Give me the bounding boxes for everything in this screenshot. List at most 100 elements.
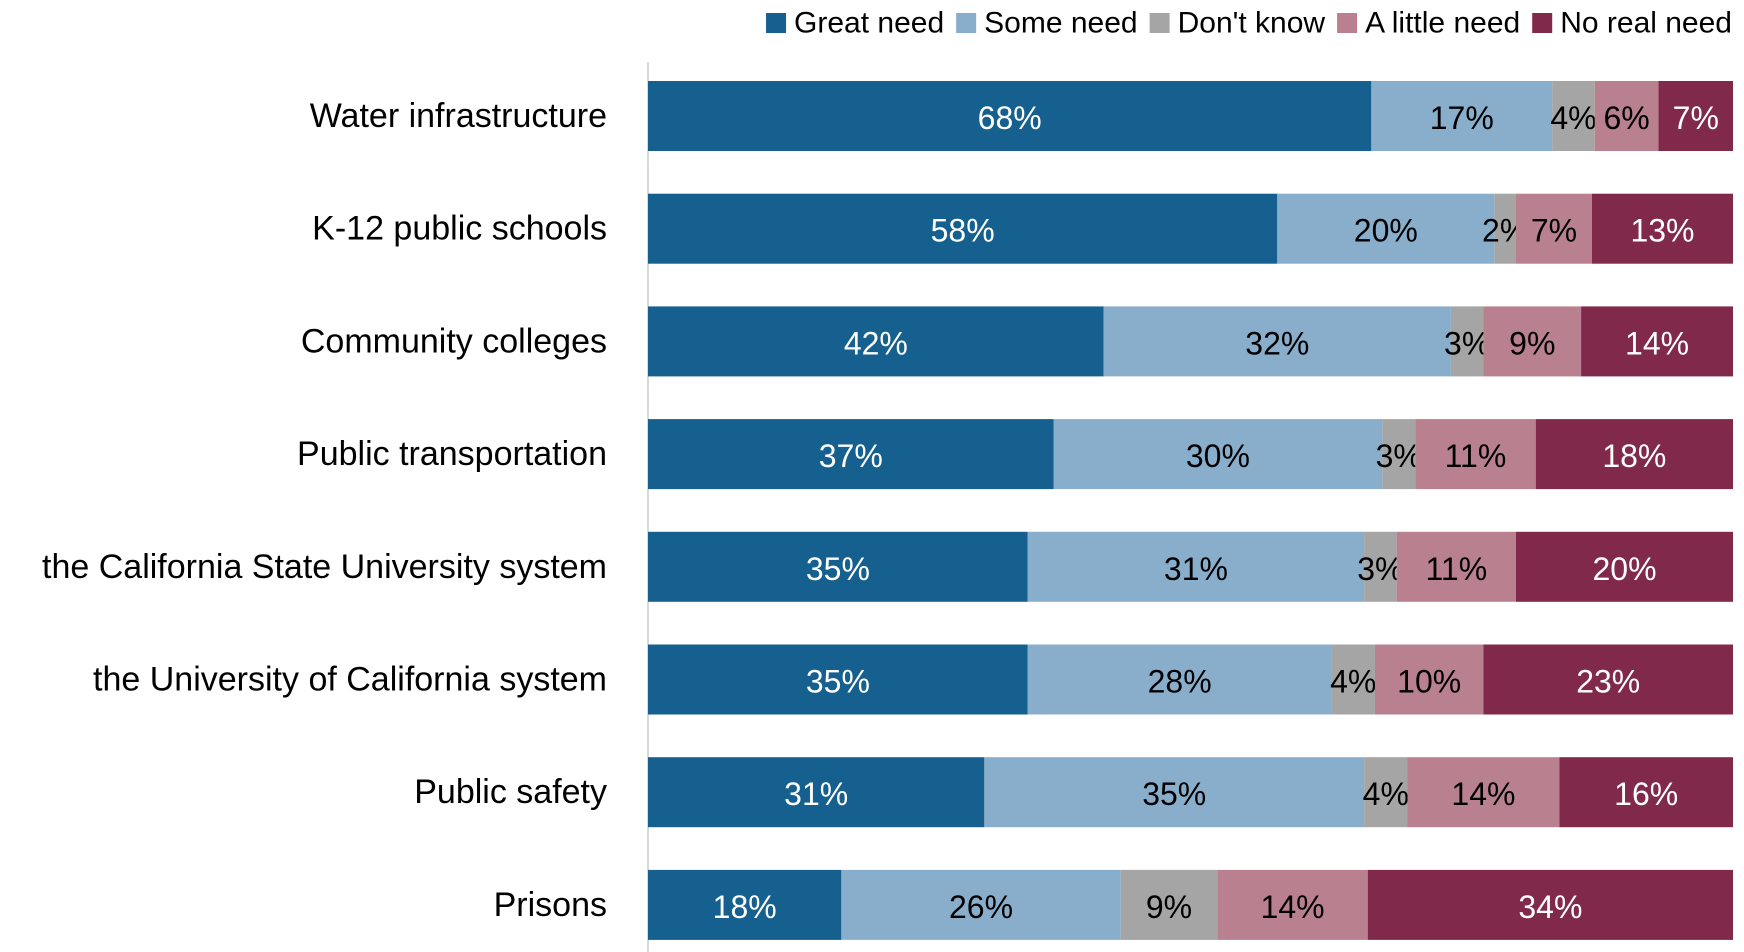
data-label: 34% (1518, 889, 1582, 925)
data-label: 4% (1363, 776, 1409, 812)
legend-label-some-need: Some need (984, 7, 1137, 40)
bar-segment-no-real-need (1581, 306, 1733, 377)
legend-label-great-need: Great need (794, 7, 944, 40)
data-label: 35% (806, 664, 870, 700)
bar-segment-some-need (1277, 193, 1495, 264)
data-label: 3% (1444, 325, 1490, 361)
legend-swatch-some-need (956, 13, 977, 33)
bar-segment-a-little-need (1415, 419, 1536, 490)
bar-segment-great-need (648, 193, 1278, 264)
bar-segment-great-need (648, 81, 1372, 151)
data-label: 13% (1630, 213, 1694, 249)
bar-segment-don-t-know (1382, 419, 1416, 490)
data-label: 42% (844, 325, 908, 361)
bar-segment-a-little-need (1594, 81, 1659, 151)
bar-segment-some-need (1371, 81, 1553, 151)
legend-swatch-great-need (766, 13, 787, 33)
bar-segment-some-need (841, 869, 1121, 940)
bar-segment-a-little-need (1516, 193, 1592, 264)
bar-segment-don-t-know (1120, 869, 1218, 940)
category-label: Public safety (414, 773, 607, 811)
data-label: 3% (1357, 551, 1403, 587)
bar-segment-don-t-know (1494, 193, 1516, 264)
bar-segment-don-t-know (1364, 757, 1408, 828)
category-label: Public transportation (297, 435, 607, 473)
category-label: K-12 public schools (312, 210, 607, 248)
data-label: 20% (1592, 551, 1656, 587)
bar-segment-a-little-need (1396, 531, 1516, 602)
bar-segment-some-need (984, 757, 1365, 828)
bar-segment-some-need (1027, 531, 1365, 602)
bar-segment-a-little-need (1407, 757, 1560, 828)
data-label: 20% (1354, 213, 1418, 249)
bar-segment-don-t-know (1450, 306, 1484, 377)
bar-segment-great-need (648, 869, 842, 940)
legend-swatch-don-t-know (1149, 13, 1170, 33)
data-label: 26% (949, 889, 1013, 925)
data-label: 10% (1397, 664, 1461, 700)
data-label: 9% (1509, 325, 1555, 361)
legend-item-no-real-need: No real need (1532, 7, 1732, 40)
category-label: the California State University system (42, 548, 607, 586)
legend-label-a-little-need: A little need (1365, 7, 1520, 40)
data-label: 14% (1261, 889, 1325, 925)
data-label: 11% (1425, 551, 1487, 587)
bar-segment-no-real-need (1559, 757, 1733, 828)
bar-segment-don-t-know (1331, 644, 1375, 715)
category-label: Community colleges (301, 322, 607, 360)
bar-segment-great-need (648, 644, 1028, 715)
category-label: the University of California system (93, 661, 607, 699)
data-label: 31% (784, 776, 848, 812)
bar-segment-great-need (648, 419, 1054, 490)
data-label: 7% (1673, 100, 1719, 136)
bar-segment-no-real-need (1516, 531, 1733, 602)
legend-item-some-need: Some need (956, 7, 1138, 40)
legend-swatch-no-real-need (1532, 13, 1553, 33)
data-label: 37% (819, 438, 883, 474)
bar-segment-some-need (1027, 644, 1332, 715)
data-label: 30% (1186, 438, 1250, 474)
bar-segment-don-t-know (1552, 81, 1595, 151)
bar-segment-great-need (648, 306, 1104, 377)
bar-segment-a-little-need (1217, 869, 1368, 940)
data-label: 14% (1625, 325, 1689, 361)
legend-item-don-t-know: Don't know (1149, 7, 1326, 40)
legend-swatch-a-little-need (1337, 13, 1358, 33)
data-label: 4% (1550, 100, 1596, 136)
data-label: 6% (1604, 100, 1650, 136)
data-label: 4% (1330, 664, 1376, 700)
bar-segment-some-need (1053, 419, 1383, 490)
data-label: 32% (1245, 325, 1309, 361)
data-label: 35% (806, 551, 870, 587)
bar-segment-no-real-need (1483, 644, 1733, 715)
bar-segment-a-little-need (1483, 306, 1582, 377)
data-label: 11% (1445, 438, 1507, 474)
data-label: 68% (978, 100, 1042, 136)
data-label: 28% (1148, 664, 1212, 700)
data-label: 16% (1614, 776, 1678, 812)
bar-segment-no-real-need (1535, 419, 1733, 490)
bar-segment-don-t-know (1364, 531, 1397, 602)
data-label: 9% (1146, 889, 1192, 925)
data-label: 23% (1576, 664, 1640, 700)
bar-segment-no-real-need (1591, 193, 1733, 264)
bar-segment-no-real-need (1367, 869, 1733, 940)
data-label: 3% (1376, 438, 1422, 474)
legend-item-a-little-need: A little need (1337, 7, 1520, 40)
data-label: 14% (1451, 776, 1515, 812)
legend-item-great-need: Great need (766, 7, 944, 40)
data-label: 35% (1142, 776, 1206, 812)
legend-label-don-t-know: Don't know (1178, 7, 1326, 40)
data-label: 31% (1164, 551, 1228, 587)
data-label: 18% (1602, 438, 1666, 474)
data-label: 58% (931, 213, 995, 249)
bar-segment-no-real-need (1658, 81, 1733, 151)
bar-segment-great-need (648, 531, 1028, 602)
bar-segment-some-need (1103, 306, 1451, 377)
category-label: Water infrastructure (310, 97, 607, 135)
category-label: Prisons (494, 886, 607, 924)
bar-segment-great-need (648, 757, 985, 828)
data-label: 18% (713, 889, 777, 925)
